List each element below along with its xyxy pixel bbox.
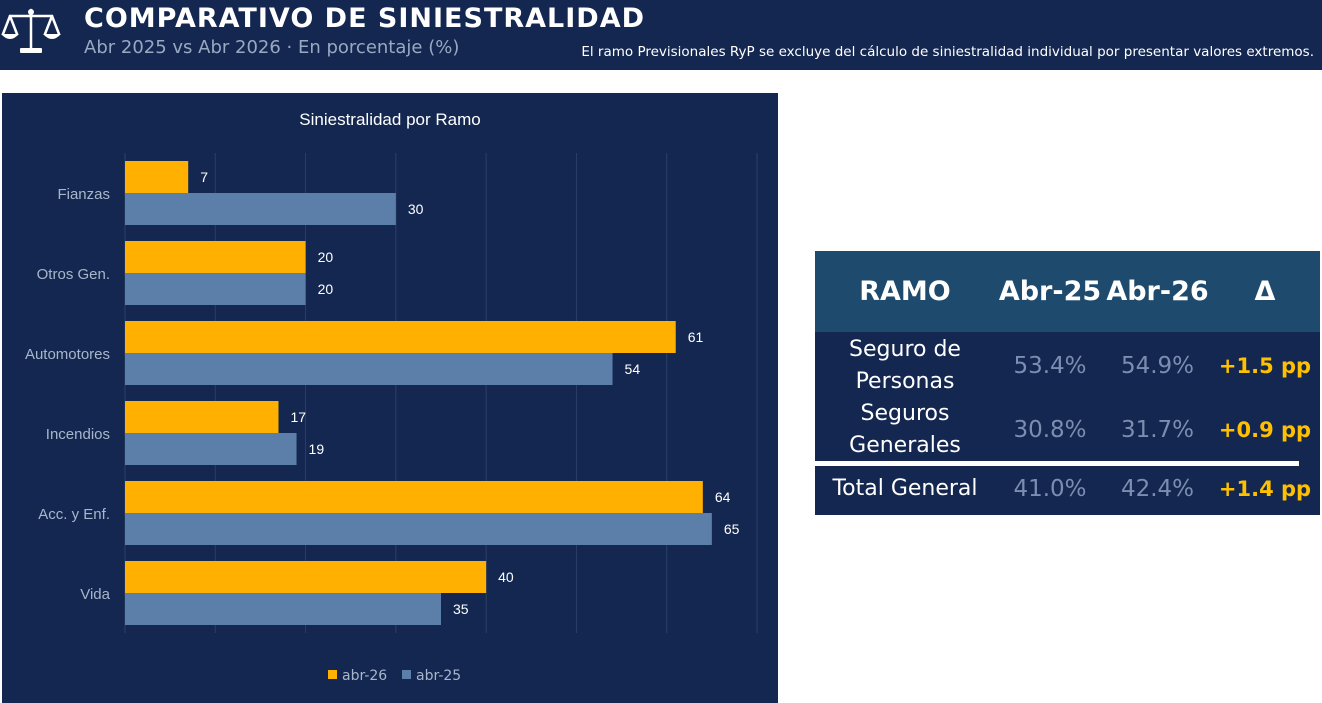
summary-table: RAMO Abr-25 Abr-26 Δ Seguro de Personas …: [815, 251, 1320, 515]
data-label: 64: [715, 489, 731, 505]
exclusion-note: El ramo Previsionales RyP se excluye del…: [581, 44, 1314, 60]
category-label: Vida: [80, 586, 110, 603]
legend-label: abr-26: [342, 668, 387, 684]
row-abr25: 53.4%: [1013, 353, 1087, 379]
scale-icon: [1, 8, 61, 53]
data-label: 30: [408, 201, 424, 217]
data-label: 20: [318, 249, 334, 265]
header-abr25: Abr-25: [998, 276, 1102, 307]
header-bar: COMPARATIVO DE SINIESTRALIDAD Abr 2025 v…: [0, 0, 1322, 70]
data-label: 61: [688, 329, 704, 345]
category-label: Otros Gen.: [37, 266, 110, 283]
row-abr26: 54.9%: [1120, 353, 1195, 379]
total-abr26: 42.4%: [1120, 476, 1195, 502]
bar-abr25: [125, 273, 306, 305]
category-label: Incendios: [46, 426, 110, 443]
chart-title: Siniestralidad por Ramo: [299, 110, 480, 129]
row-delta: +0.9 pp: [1218, 418, 1312, 442]
header-abr26: Abr-26: [1106, 276, 1209, 307]
table-header: RAMO Abr-25 Abr-26 Δ: [815, 251, 1320, 332]
bar-abr26: [125, 161, 189, 193]
data-label: 20: [318, 281, 334, 297]
row-delta: +1.5 pp: [1218, 354, 1312, 378]
row-name: Seguros Generales: [849, 401, 961, 458]
bar-abr25: [125, 433, 297, 465]
data-label: 40: [498, 569, 514, 585]
row-abr26: 31.7%: [1120, 417, 1195, 443]
bar-abr26: [125, 561, 487, 593]
legend-swatch: [402, 670, 411, 679]
bar-abr25: [125, 193, 396, 225]
data-label: 35: [453, 601, 469, 617]
data-label: 17: [290, 409, 306, 425]
legend-swatch: [328, 670, 337, 679]
legend-label: abr-25: [416, 668, 461, 684]
bar-abr26: [125, 401, 279, 433]
total-abr25: 41.0%: [1013, 476, 1087, 502]
header-delta: Δ: [1254, 276, 1276, 307]
total-name: Total General: [832, 476, 978, 501]
category-label: Automotores: [25, 346, 110, 363]
page-title: COMPARATIVO DE SINIESTRALIDAD: [84, 3, 646, 34]
bar-abr25: [125, 513, 712, 545]
total-delta: +1.4 pp: [1218, 477, 1312, 501]
row-name: Seguro de Personas: [849, 337, 961, 394]
bar-abr26: [125, 241, 306, 273]
data-label: 65: [724, 521, 740, 537]
data-label: 19: [309, 441, 325, 457]
bar-chart: Siniestralidad por Ramo Fianzas 7 30 Otros G…: [25, 110, 758, 684]
header-ramo: RAMO: [859, 276, 951, 307]
bar-abr26: [125, 321, 676, 353]
row-abr25: 30.8%: [1013, 417, 1087, 443]
bar-abr25: [125, 353, 613, 385]
category-label: Acc. y Enf.: [38, 506, 110, 523]
category-label: Fianzas: [57, 186, 110, 203]
chart-panel: Siniestralidad por Ramo Fianzas 7 30 Otros G…: [2, 93, 778, 703]
data-label: 54: [625, 361, 641, 377]
data-label: 7: [200, 169, 208, 185]
bar-abr26: [125, 481, 703, 513]
page-subtitle: Abr 2025 vs Abr 2026 · En porcentaje (%): [84, 37, 460, 58]
total-divider: [815, 461, 1299, 466]
bar-abr25: [125, 593, 441, 625]
